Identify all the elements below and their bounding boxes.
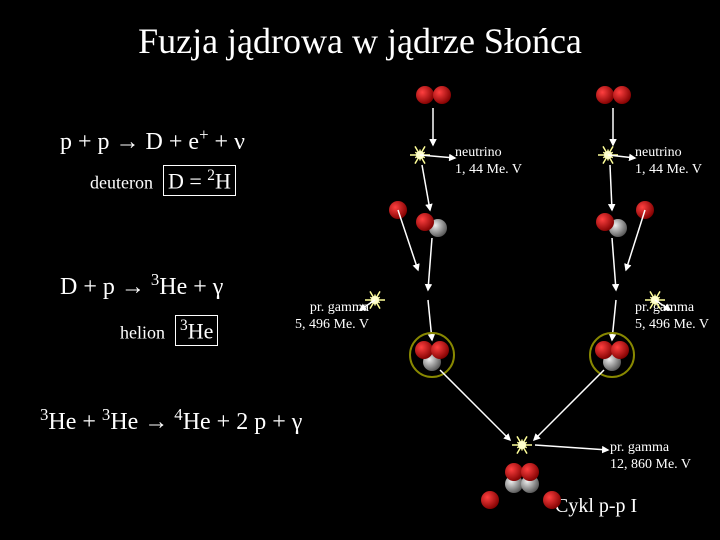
right-helion-p1 [595, 341, 613, 359]
right-deuteron-p [596, 213, 614, 231]
he4-p1 [505, 463, 523, 481]
left-arrow-proton-in [398, 210, 418, 270]
right-proton-top-2 [613, 86, 631, 104]
right-arrow-proton-in [626, 210, 645, 270]
he4-p2 [521, 463, 539, 481]
left-helion-p1 [415, 341, 433, 359]
left-proton-top-2 [433, 86, 451, 104]
merge-arrow-left [440, 370, 510, 440]
right-helion-p2 [611, 341, 629, 359]
arrow-final-gamma [535, 445, 608, 450]
right-proton-top-1 [596, 86, 614, 104]
left-arrow-neutrino [420, 155, 455, 158]
left-helion-p2 [431, 341, 449, 359]
left-proton-top-1 [416, 86, 434, 104]
left-arrow-deuteron-down [428, 238, 432, 290]
out-proton-2 [543, 491, 561, 509]
spark-final-gamma [512, 436, 532, 453]
fusion-diagram-svg [0, 0, 720, 540]
merge-arrow-right [534, 370, 604, 440]
out-proton-1 [481, 491, 499, 509]
right-arrow-deuteron-down [612, 238, 616, 290]
left-deuteron-p [416, 213, 434, 231]
left-arrow-to-deuteron [422, 165, 430, 210]
right-arrow-to-deuteron [610, 165, 612, 210]
